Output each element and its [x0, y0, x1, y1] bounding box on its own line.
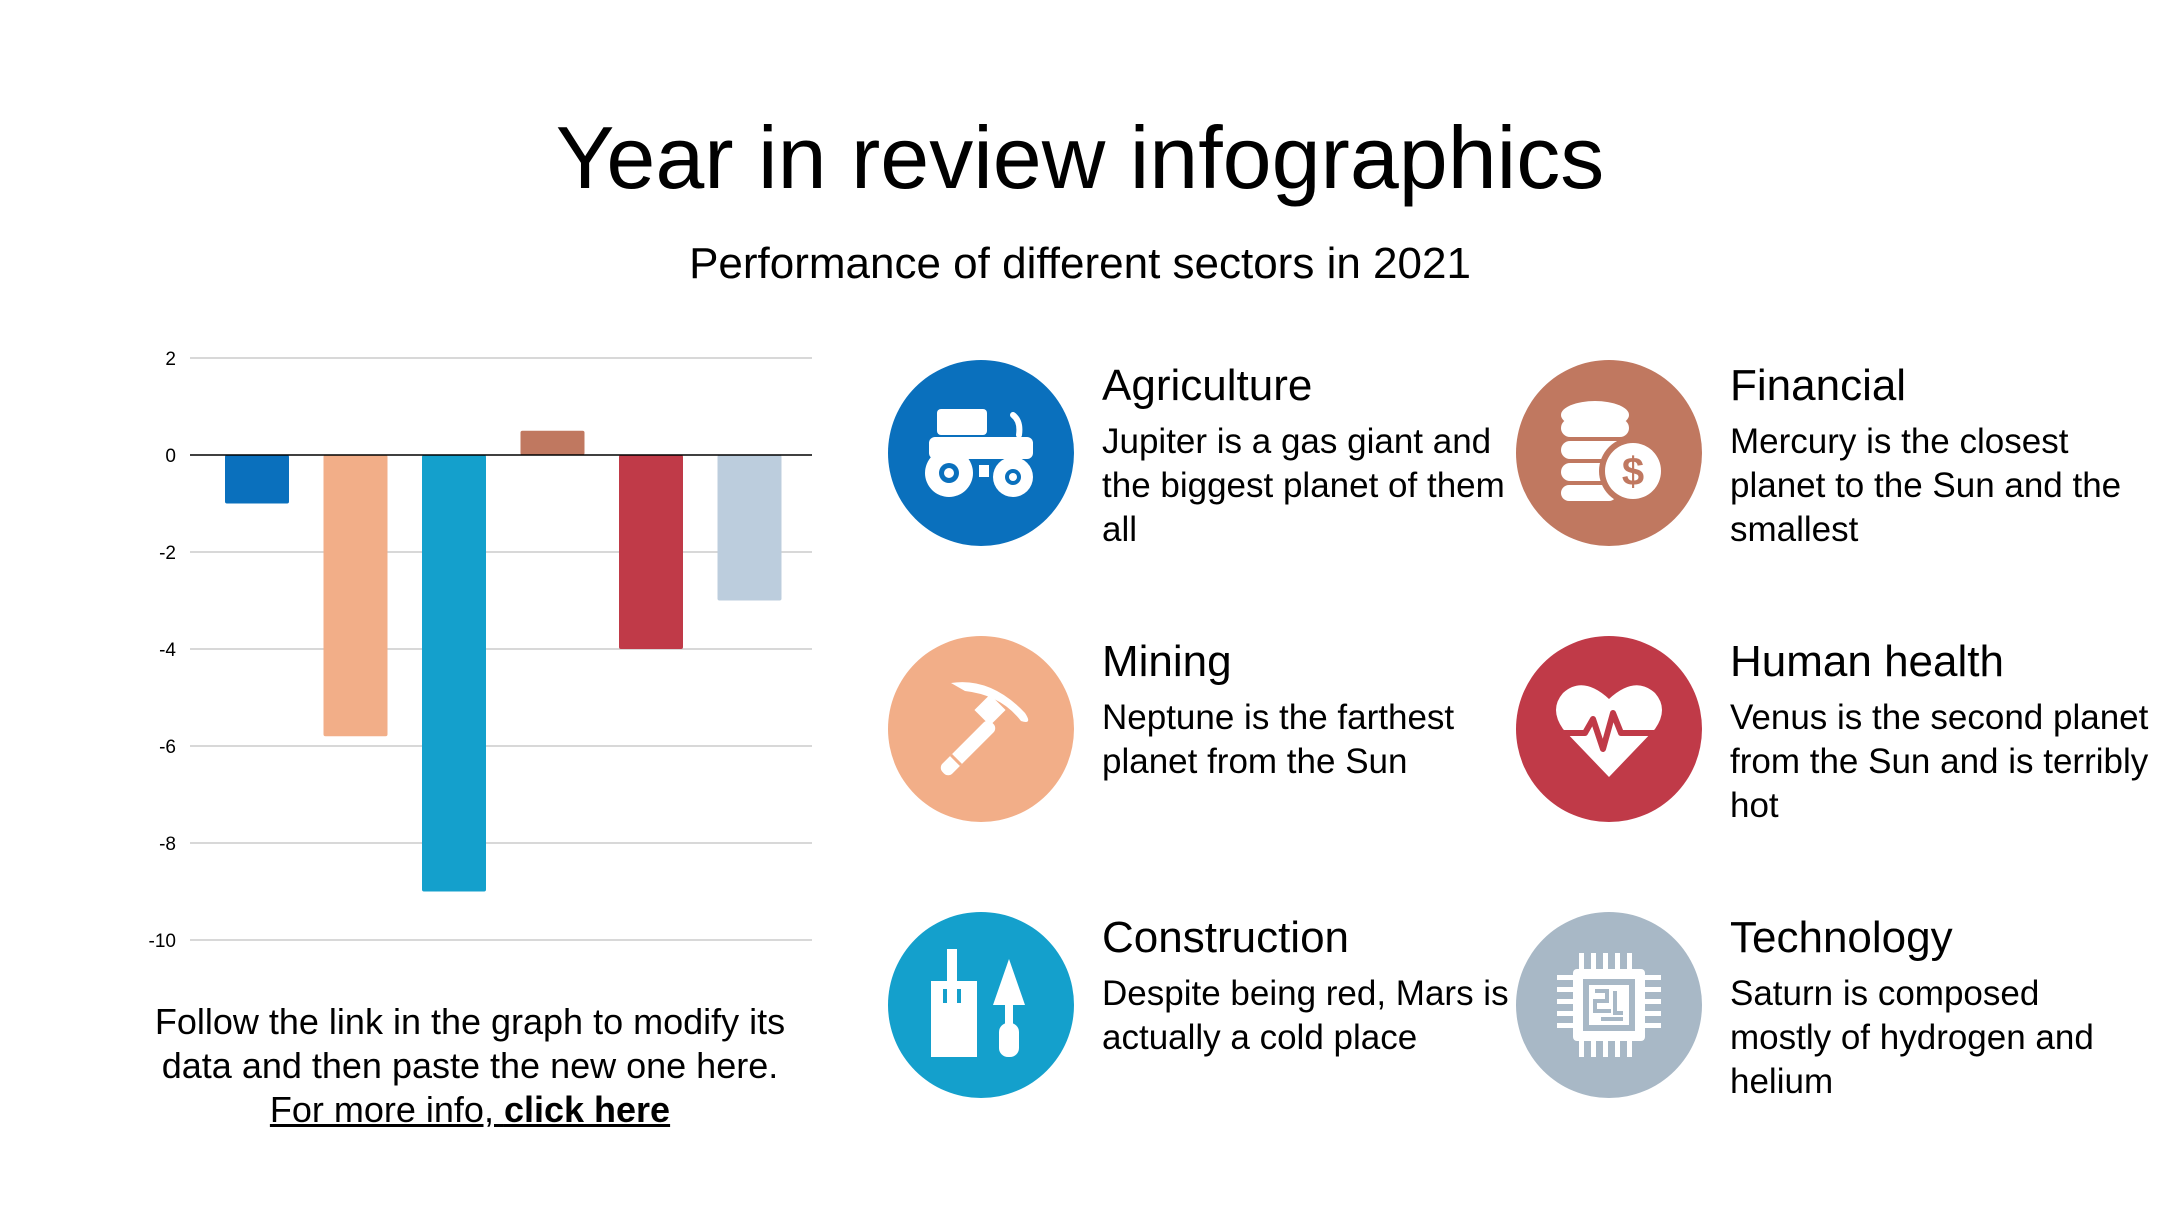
sector-mining: Mining Neptune is the farthest planet fr… [888, 636, 1528, 836]
chart-y-tick-label: -2 [159, 543, 176, 564]
sector-financial-circle: $ [1516, 360, 1702, 546]
coins-icon: $ [1561, 401, 1667, 505]
sector-description: Despite being red, Mars is actually a co… [1102, 974, 1509, 1057]
caption-line-1: Follow the link in the graph to modify i… [154, 1001, 786, 1042]
trowel-icon [931, 949, 1025, 1057]
chart-bar-construction [422, 455, 486, 892]
sector-description: Saturn is composed mostly of hydrogen an… [1730, 974, 2094, 1101]
sector-human-health-circle [1516, 636, 1702, 822]
chart-bar-human-health [619, 455, 683, 649]
click-here-link[interactable]: click here [503, 1089, 671, 1130]
sector-description: Venus is the second planet from the Sun … [1730, 698, 2149, 825]
chart-bar-financial [520, 430, 585, 455]
chip-icon [1557, 953, 1661, 1057]
sector-name: Financial [1730, 361, 1907, 410]
caption-line-2: data and then paste the new one here. [161, 1045, 779, 1086]
chart-y-tick-label: -6 [159, 737, 176, 758]
sector-technology: Technology Saturn is composed mostly of … [1516, 912, 2156, 1112]
chart-y-tick-label: -10 [149, 931, 176, 952]
chart-bar-technology [717, 455, 782, 601]
sector-name: Construction [1102, 913, 1350, 962]
sector-mining-circle [888, 636, 1074, 822]
sector-performance-chart[interactable]: 2 0 -2 -4 -6 -8 -10 [130, 330, 830, 970]
sector-human-health: Human health Venus is the second planet … [1516, 636, 2156, 836]
page-subtitle: Performance of different sectors in 2021 [689, 239, 1471, 288]
page-title: Year in review infographics [555, 108, 1605, 207]
chart-bar-agriculture [225, 455, 289, 504]
chart-y-ticks: 2 0 -2 -4 -6 -8 -10 [149, 349, 177, 952]
chart-caption: Follow the link in the graph to modify i… [110, 1000, 830, 1132]
chart-bars [225, 430, 782, 892]
more-info-prefix: For more info, [269, 1089, 504, 1130]
sector-name: Human health [1730, 637, 2004, 686]
chart-bar-mining [323, 455, 388, 737]
sector-name: Mining [1102, 637, 1232, 686]
tractor-icon [925, 409, 1033, 497]
sector-agriculture: Agriculture Jupiter is a gas giant and t… [888, 360, 1528, 560]
sector-description: Jupiter is a gas giant and the biggest p… [1102, 422, 1505, 549]
sector-description: Mercury is the closest planet to the Sun… [1730, 422, 2122, 549]
sector-construction: Construction Despite being red, Mars is … [888, 912, 1528, 1112]
chart-y-tick-label: -8 [159, 834, 176, 855]
sector-name: Technology [1730, 913, 1953, 962]
sector-technology-circle [1516, 912, 1702, 1098]
sector-financial: $ Financial Mercury is the closest plane… [1516, 360, 2156, 560]
chart-grid [190, 357, 812, 941]
chart-y-tick-label: -4 [159, 640, 176, 661]
chart-y-tick-label: 2 [165, 349, 176, 370]
sector-construction-circle [888, 912, 1074, 1098]
svg-text:$: $ [1622, 450, 1644, 494]
heart-pulse-icon [1551, 685, 1667, 777]
sector-name: Agriculture [1102, 361, 1313, 410]
sector-description: Neptune is the farthest planet from the … [1102, 698, 1455, 781]
sector-agriculture-circle [888, 360, 1074, 546]
pickaxe-icon [940, 682, 1029, 776]
more-info-link[interactable]: For more info, click here [110, 1088, 830, 1132]
chart-y-tick-label: 0 [165, 446, 176, 467]
